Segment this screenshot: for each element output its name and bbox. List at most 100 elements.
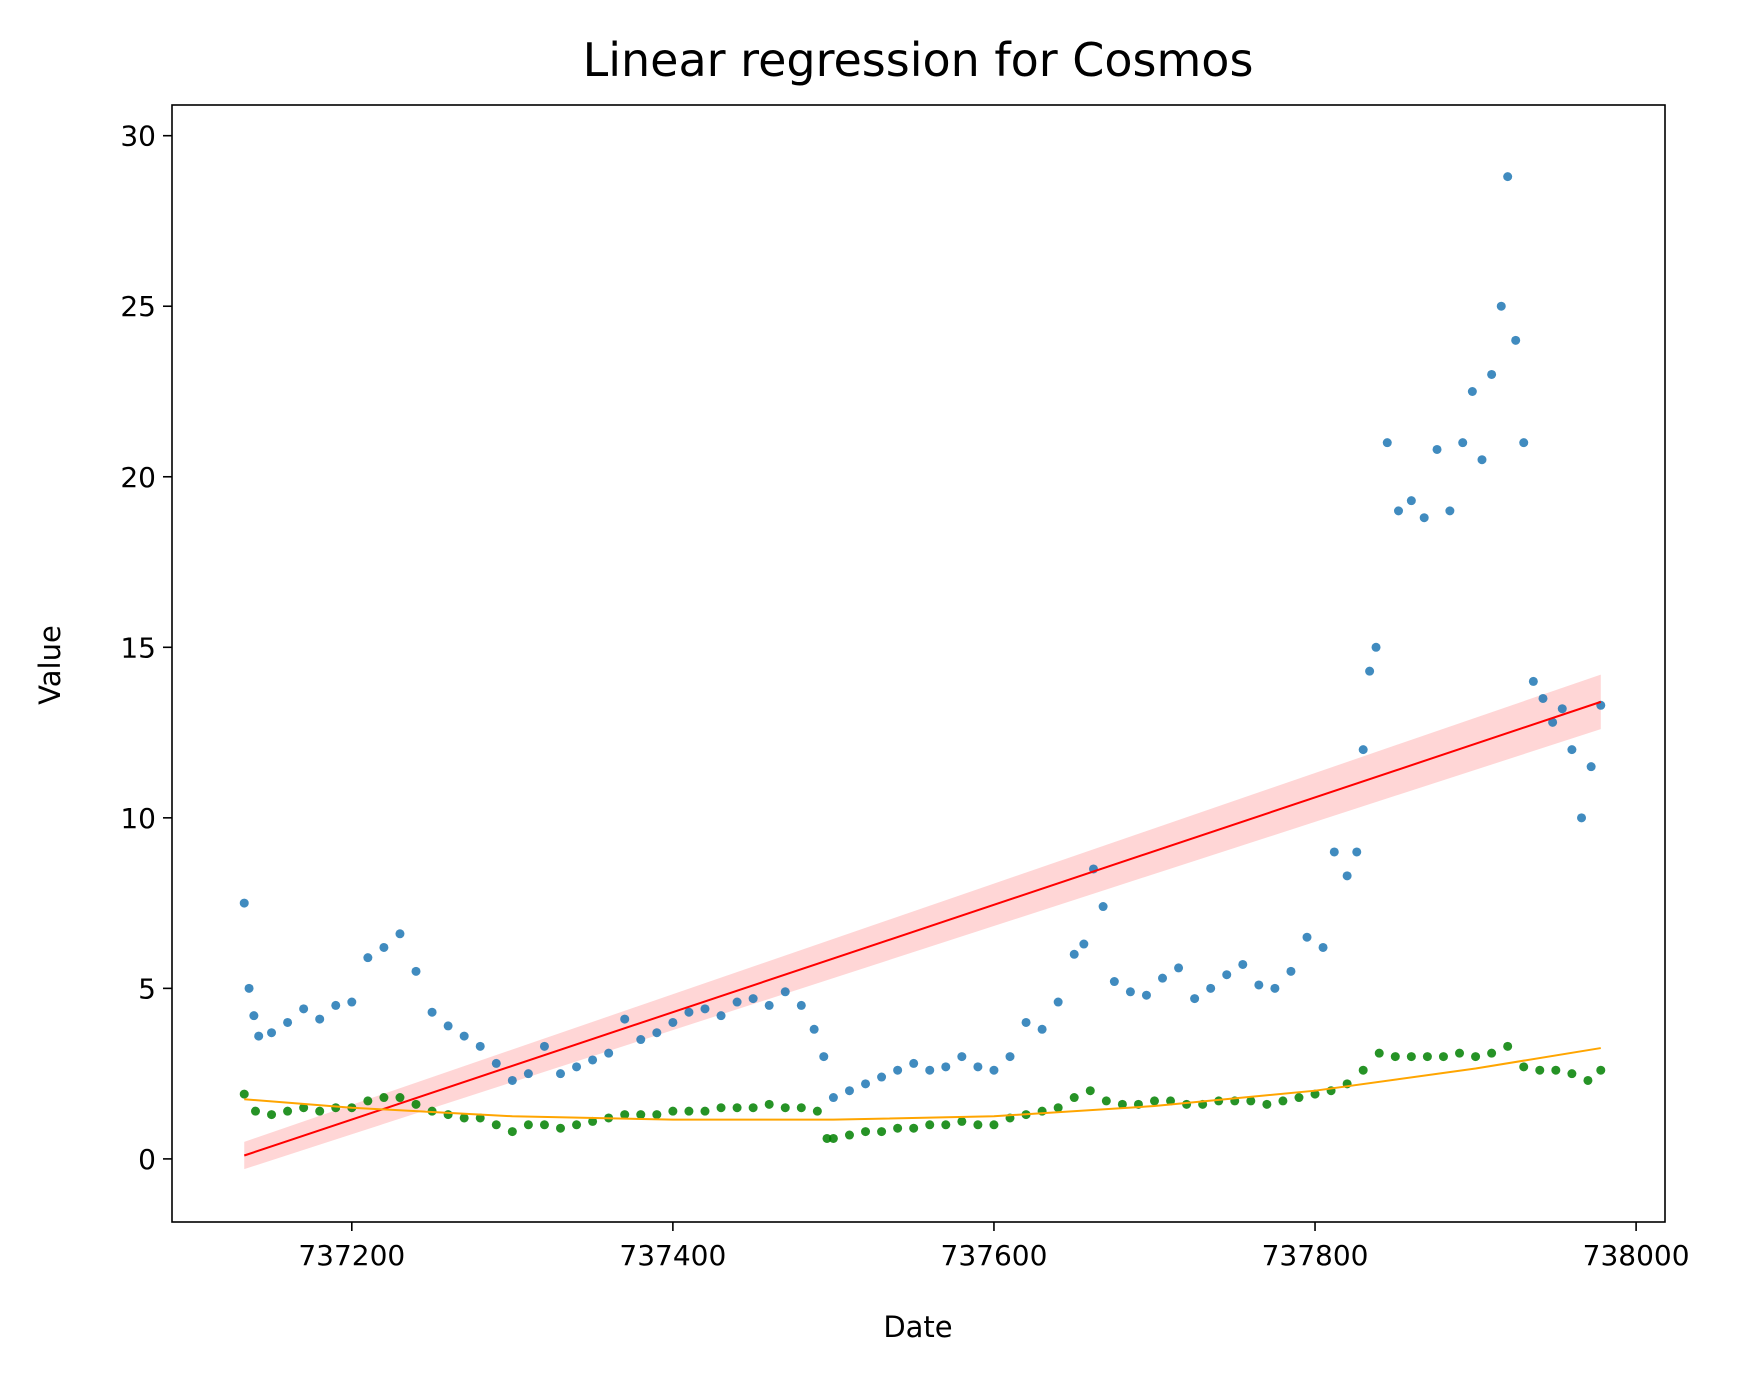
scatter-point xyxy=(1551,1065,1561,1075)
scatter-point xyxy=(1583,1075,1593,1085)
scatter-point xyxy=(1182,1099,1192,1109)
scatter-point xyxy=(1149,1096,1159,1106)
x-tick-label: 737800 xyxy=(1262,1239,1369,1272)
scatter-point xyxy=(1318,942,1328,952)
y-tick-label: 15 xyxy=(120,631,156,664)
scatter-point xyxy=(267,1110,277,1120)
scatter-point xyxy=(1246,1096,1256,1106)
scatter-point xyxy=(732,1103,742,1113)
scatter-point xyxy=(925,1065,935,1075)
scatter-point xyxy=(636,1035,646,1045)
scatter-point xyxy=(572,1120,582,1130)
scatter-point xyxy=(1503,1041,1513,1051)
scatter-point xyxy=(1432,444,1442,454)
scatter-point xyxy=(475,1041,485,1051)
scatter-point xyxy=(427,1007,437,1017)
scatter-point xyxy=(684,1007,694,1017)
fit-line-1 xyxy=(244,1047,1601,1121)
confidence-band-0 xyxy=(244,674,1601,1170)
scatter-point xyxy=(1286,966,1296,976)
scatter-point xyxy=(1069,949,1079,959)
scatter-point xyxy=(491,1120,501,1130)
scatter-point xyxy=(652,1028,662,1038)
scatter-point xyxy=(1342,871,1352,881)
scatter-point xyxy=(1567,745,1577,755)
scatter-point xyxy=(812,1106,822,1116)
scatter-point xyxy=(700,1004,710,1014)
scatter-point xyxy=(475,1113,485,1123)
scatter-point xyxy=(1535,1065,1545,1075)
scatter-point xyxy=(1053,1103,1063,1113)
scatter-point xyxy=(1487,1048,1497,1058)
scatter-point xyxy=(796,1000,806,1010)
scatter-point xyxy=(443,1110,453,1120)
scatter-point xyxy=(1098,902,1108,912)
scatter-point xyxy=(556,1069,566,1079)
scatter-point xyxy=(1596,1065,1606,1075)
scatter-point xyxy=(239,898,249,908)
scatter-point xyxy=(957,1116,967,1126)
y-tick-label: 10 xyxy=(120,802,156,835)
scatter-point xyxy=(363,1096,373,1106)
scatter-point xyxy=(925,1120,935,1130)
scatter-point xyxy=(299,1004,309,1014)
scatter-point xyxy=(1406,496,1416,506)
scatter-point xyxy=(1270,983,1280,993)
scatter-point xyxy=(941,1062,951,1072)
axes: 737200 737400 737600 737800 738000 0 5 10 15 20 25… xyxy=(120,104,1690,1272)
scatter-point xyxy=(1352,847,1362,857)
scatter-point xyxy=(1394,506,1404,516)
scatter-point xyxy=(239,1089,249,1099)
scatter-point xyxy=(1496,301,1506,311)
scatter-point xyxy=(1467,386,1477,396)
scatter-point xyxy=(283,1017,293,1027)
x-axis-label: Date xyxy=(883,1310,952,1344)
scatter-point xyxy=(748,994,758,1004)
chart-title: Linear regression for Cosmos xyxy=(583,33,1254,87)
scatter-point xyxy=(379,1093,389,1103)
scatter-point xyxy=(822,1133,832,1143)
scatter-point xyxy=(249,1011,259,1021)
scatter-point xyxy=(1445,506,1455,516)
scatter-point xyxy=(780,1103,790,1113)
scatter-point xyxy=(254,1031,264,1041)
scatter-point xyxy=(1222,970,1232,980)
scatter-point xyxy=(1079,939,1089,949)
scatter-point xyxy=(1053,997,1063,1007)
x-tick-label: 738000 xyxy=(1583,1239,1690,1272)
scatter-point xyxy=(909,1058,919,1068)
scatter-point xyxy=(1206,983,1216,993)
scatter-point xyxy=(1254,980,1264,990)
scatter-point xyxy=(973,1062,983,1072)
scatter-point xyxy=(556,1123,566,1133)
y-tick-label: 25 xyxy=(120,290,156,323)
scatter-point xyxy=(1487,369,1497,379)
scatter-point xyxy=(732,997,742,1007)
scatter-point xyxy=(828,1133,838,1143)
scatter-point xyxy=(1069,1093,1079,1103)
scatter-point xyxy=(1278,1096,1288,1106)
scatter-point xyxy=(700,1106,710,1116)
scatter-point xyxy=(1455,1048,1465,1058)
scatter-point xyxy=(877,1072,887,1082)
scatter-point xyxy=(668,1017,678,1027)
scatter-point xyxy=(244,983,254,993)
scatter-point xyxy=(652,1110,662,1120)
scatter-point xyxy=(989,1120,999,1130)
scatter-point xyxy=(299,1103,309,1113)
y-tick-label: 0 xyxy=(138,1143,156,1176)
scatter-point xyxy=(523,1120,533,1130)
x-tick-label: 737600 xyxy=(941,1239,1048,1272)
scatter-point xyxy=(668,1106,678,1116)
scatter-point xyxy=(331,1103,341,1113)
scatter-point xyxy=(861,1127,871,1137)
scatter-point xyxy=(1294,1093,1304,1103)
scatter-point xyxy=(1528,676,1538,686)
scatter-point xyxy=(1085,1086,1095,1096)
scatter-point xyxy=(844,1130,854,1140)
scatter-point xyxy=(828,1093,838,1103)
scatter-point xyxy=(973,1120,983,1130)
scatter-point xyxy=(1158,973,1168,983)
scatter-point xyxy=(572,1062,582,1072)
scatter-point xyxy=(1141,990,1151,1000)
